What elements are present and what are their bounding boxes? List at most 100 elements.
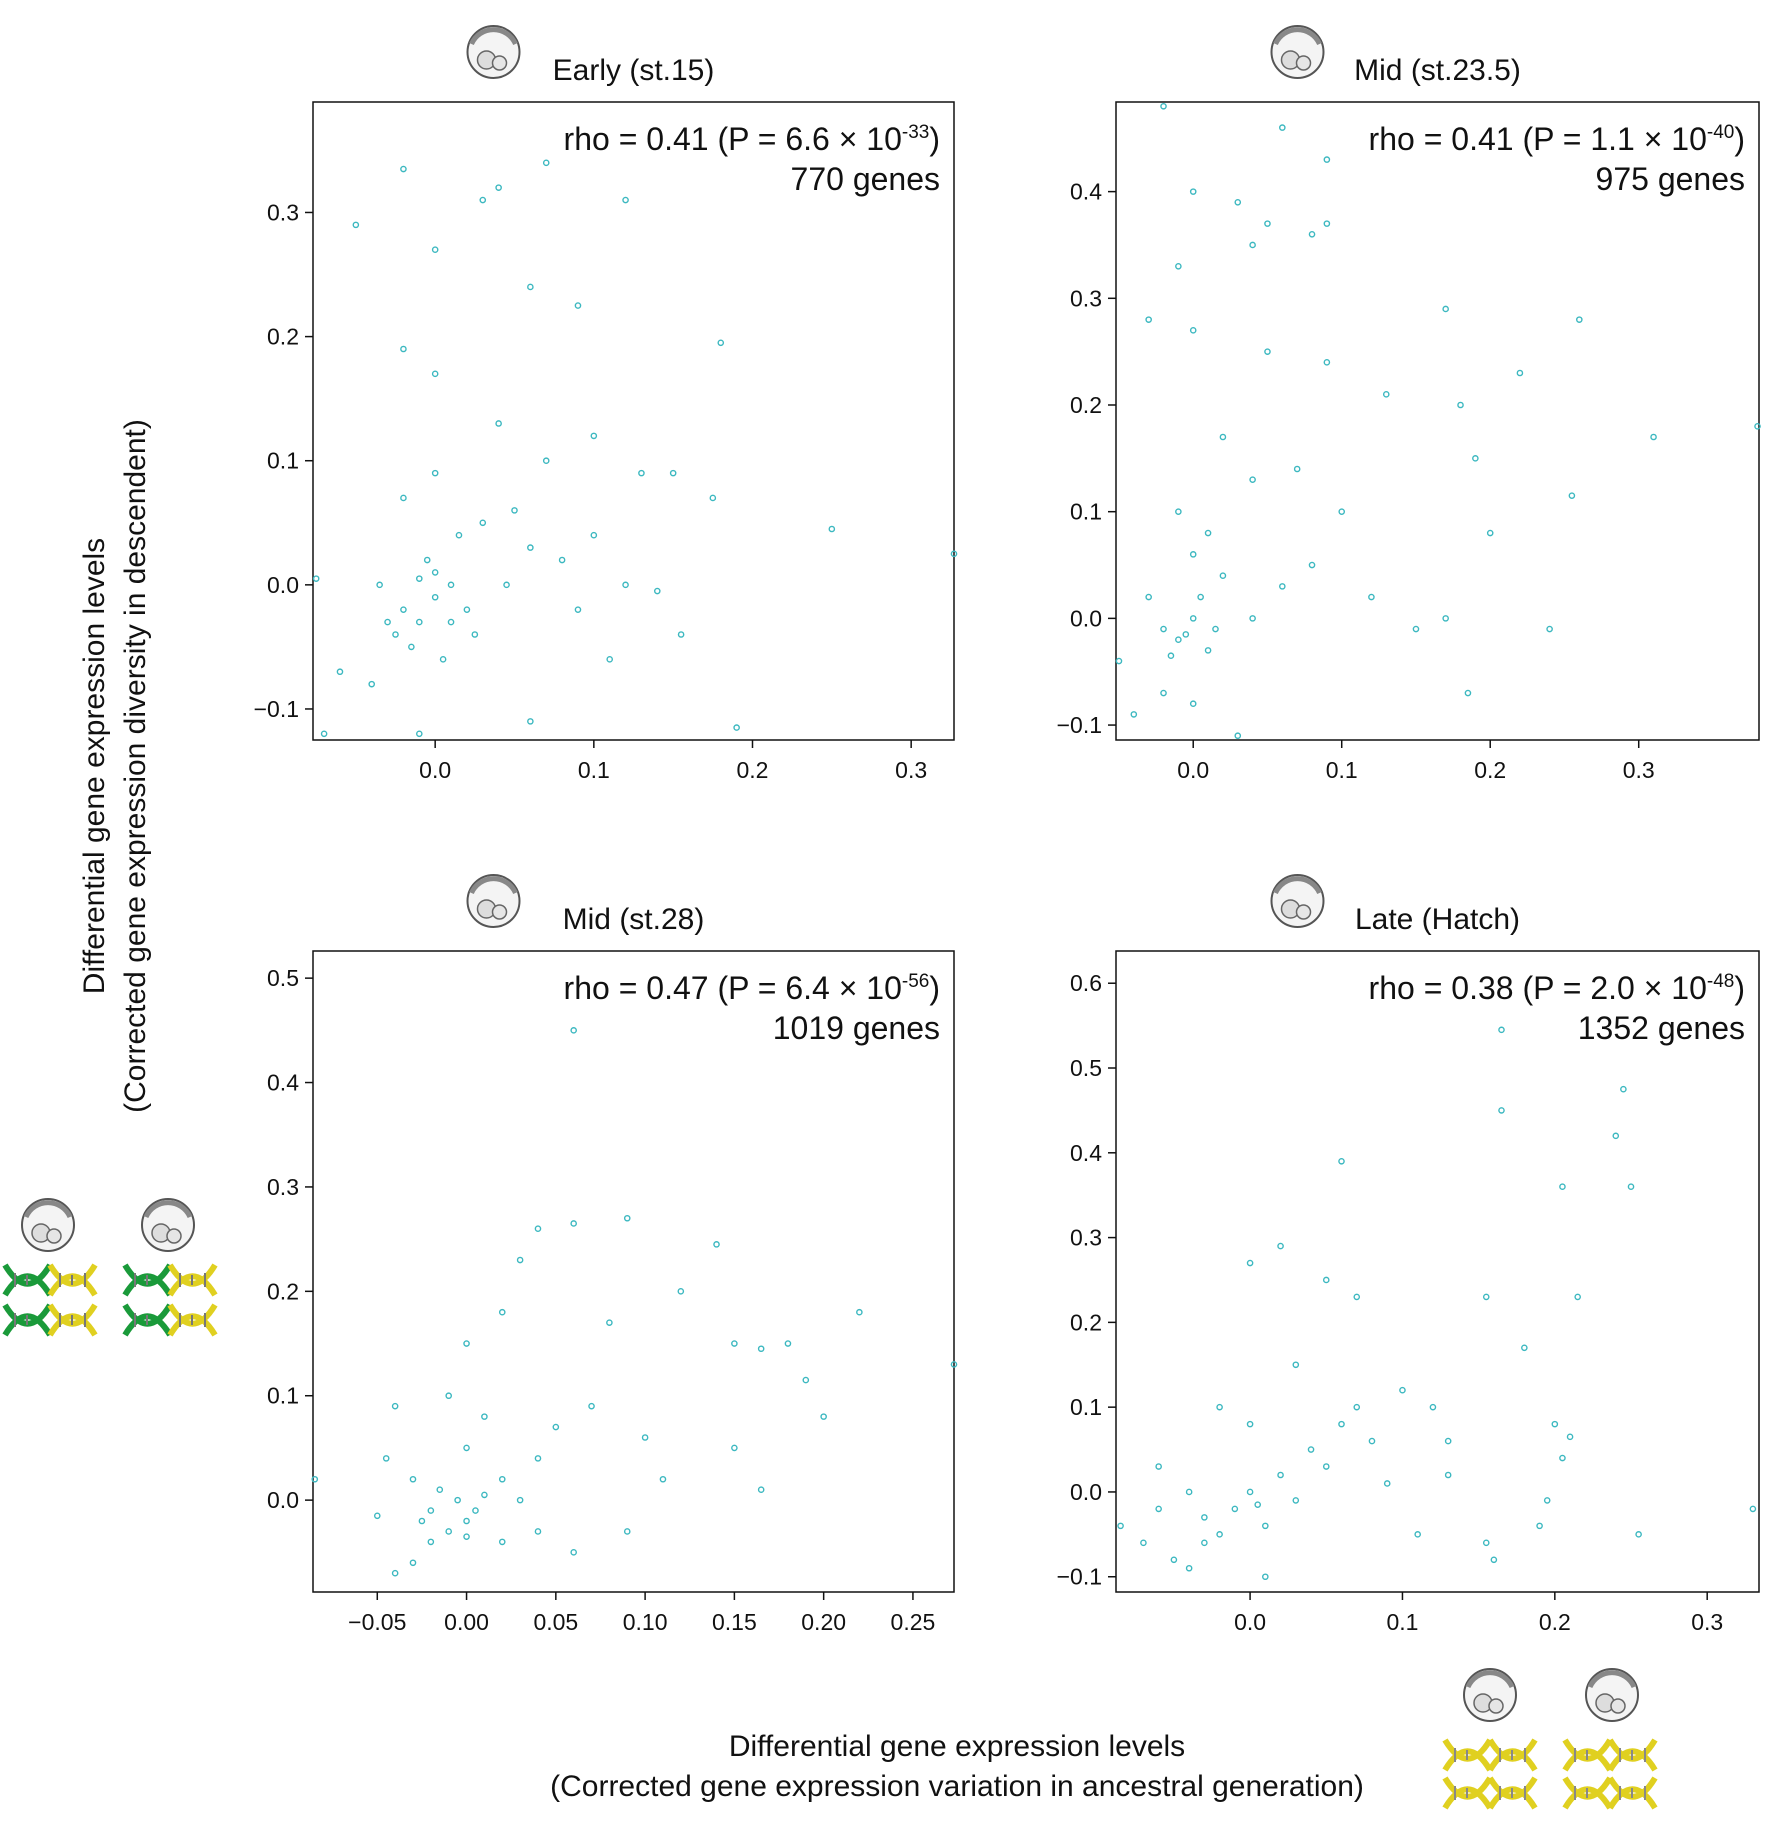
data-point xyxy=(1160,102,1167,110)
data-point xyxy=(431,569,439,576)
data-point xyxy=(1219,572,1227,579)
panel-title: Mid (st.23.5) xyxy=(1354,54,1521,87)
data-point xyxy=(1457,401,1464,409)
x-tick-label: 0.20 xyxy=(801,1609,846,1635)
x-tick-label: −0.05 xyxy=(348,1609,406,1635)
data-point xyxy=(1754,423,1761,430)
data-point xyxy=(1189,551,1197,558)
y-axis-label: (Corrected gene expression diversity in … xyxy=(119,419,152,1113)
data-point xyxy=(1140,1539,1147,1547)
data-point xyxy=(1115,657,1123,665)
x-tick-label: 0.1 xyxy=(1386,1609,1418,1635)
data-point xyxy=(1472,455,1479,462)
data-point xyxy=(606,1319,613,1326)
panel-title: Late (Hatch) xyxy=(1355,903,1520,936)
y-tick-label: 0.3 xyxy=(267,1174,299,1200)
data-point xyxy=(1197,593,1204,601)
data-point xyxy=(1249,615,1256,622)
data-point xyxy=(495,420,502,427)
data-point xyxy=(1279,583,1286,590)
rho-text: rho = 0.47 (P = 6.4 × 10 xyxy=(564,970,902,1006)
data-point xyxy=(527,283,534,291)
rho-close: ) xyxy=(1734,970,1745,1006)
plot-frame xyxy=(1115,101,1760,741)
scatter-panel: Late (Hatch) 0.0 0.1 0.2 0.3 −0.1 0.0 0.1 0.2 0.3… xyxy=(1057,875,1760,1635)
data-point xyxy=(1382,391,1390,398)
data-point xyxy=(336,668,344,676)
data-point xyxy=(856,1308,863,1316)
data-point xyxy=(820,1413,827,1420)
data-point xyxy=(1185,1488,1193,1496)
data-point xyxy=(516,1256,524,1264)
data-point xyxy=(1189,327,1197,334)
x-tick-label: 0.3 xyxy=(1691,1609,1723,1635)
gene-count: 975 genes xyxy=(1596,161,1745,197)
correlation-annotation: rho = 0.41 (P = 6.6 × 10-33) xyxy=(564,121,940,157)
data-point xyxy=(1234,198,1242,206)
data-point xyxy=(391,1569,399,1577)
data-point xyxy=(471,631,479,638)
data-point xyxy=(1464,689,1472,697)
data-point xyxy=(1429,1403,1437,1411)
data-point xyxy=(1262,1573,1269,1581)
rho-close: ) xyxy=(929,970,940,1006)
data-point xyxy=(1521,1344,1528,1352)
y-tick-label: 0.2 xyxy=(1070,1309,1102,1335)
data-point xyxy=(1182,631,1190,638)
data-point xyxy=(423,556,431,564)
data-point xyxy=(733,724,740,731)
data-point xyxy=(312,575,320,582)
data-point xyxy=(623,1528,631,1535)
data-point xyxy=(574,606,582,613)
data-point xyxy=(1574,1293,1581,1301)
data-point xyxy=(731,1444,738,1452)
data-point xyxy=(498,1538,506,1546)
data-point xyxy=(709,494,717,502)
data-point xyxy=(1264,348,1271,355)
rho-close: ) xyxy=(1734,121,1745,157)
x-tick-label: 0.0 xyxy=(419,757,451,783)
x-tick-label: 0.00 xyxy=(444,1609,489,1635)
gene-count: 1352 genes xyxy=(1578,1010,1745,1046)
plot-frame xyxy=(312,101,955,741)
data-point xyxy=(1383,1480,1391,1487)
y-tick-label: 0.2 xyxy=(267,324,299,350)
data-point xyxy=(479,196,487,204)
p-exponent: -48 xyxy=(1707,971,1734,992)
data-point xyxy=(1262,1522,1269,1530)
data-point xyxy=(731,1340,738,1347)
data-point xyxy=(1498,1026,1505,1034)
y-tick-label: 0.1 xyxy=(267,448,299,474)
correlation-annotation: rho = 0.41 (P = 1.1 × 10-40) xyxy=(1369,121,1745,157)
correlation-annotation: rho = 0.47 (P = 6.4 × 10-56) xyxy=(564,970,940,1006)
data-point xyxy=(1338,508,1346,515)
data-point xyxy=(1338,1157,1345,1165)
data-point xyxy=(570,1027,577,1034)
data-point xyxy=(1486,529,1494,537)
data-point xyxy=(1204,647,1212,654)
data-point xyxy=(1189,615,1197,622)
data-point xyxy=(445,1528,452,1535)
data-point xyxy=(641,1434,649,1441)
data-point xyxy=(588,1402,595,1410)
data-point xyxy=(1482,1539,1490,1547)
y-axis-label: Differential gene expression levels xyxy=(78,538,111,994)
data-point xyxy=(1568,492,1576,499)
data-point xyxy=(454,1496,461,1504)
data-point xyxy=(1160,625,1167,633)
data-point xyxy=(495,184,502,191)
data-point xyxy=(1368,1437,1376,1445)
data-point xyxy=(1576,316,1583,323)
panel-title: Mid (st.28) xyxy=(563,903,705,936)
descendant-icons xyxy=(5,1199,215,1335)
data-point xyxy=(1322,1463,1330,1470)
data-point xyxy=(436,1486,444,1493)
data-point xyxy=(558,556,566,564)
data-point xyxy=(1277,1242,1284,1250)
y-tick-label: 0.2 xyxy=(1070,392,1102,418)
x-axis-label: (Corrected gene expression variation in … xyxy=(550,1770,1364,1803)
y-tick-label: 0.0 xyxy=(267,572,299,598)
data-point xyxy=(950,1361,958,1368)
data-point xyxy=(1620,1085,1627,1093)
